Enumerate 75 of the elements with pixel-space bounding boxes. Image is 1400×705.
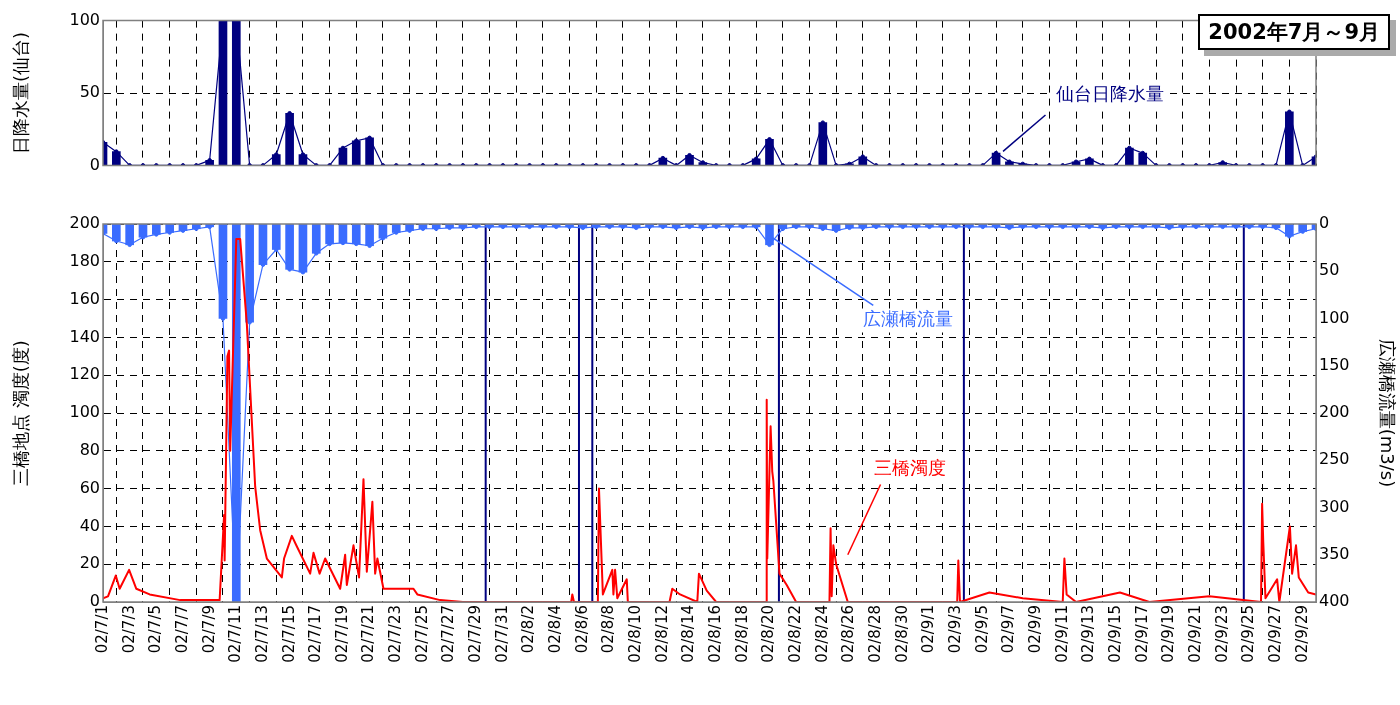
x-tick-label: 02/8/6 <box>572 605 591 654</box>
y2-axis-title: 広瀬橋流量(m3/s) <box>1376 338 1398 488</box>
x-tick-label: 02/7/1 <box>92 605 111 654</box>
y2-tick-label: 400 <box>1319 591 1350 611</box>
x-tick-label: 02/7/5 <box>146 605 165 654</box>
x-tick-label: 02/8/30 <box>892 605 911 663</box>
x-tick-label: 02/7/7 <box>172 605 191 654</box>
x-tick-label: 02/7/9 <box>199 605 218 654</box>
x-tick-label: 02/7/23 <box>386 605 405 663</box>
x-tick-label: 02/8/20 <box>759 605 778 663</box>
y-axis-title: 日降水量(仙台) <box>10 31 32 155</box>
x-tick-label: 02/9/23 <box>1212 605 1231 663</box>
x-tick-label: 02/8/22 <box>786 605 805 663</box>
x-tick-label: 02/8/24 <box>812 605 831 663</box>
y-tick-label: 100 <box>69 9 100 29</box>
x-tick-label: 02/7/3 <box>119 605 138 654</box>
x-tick-label: 02/8/26 <box>839 605 858 663</box>
text: 広瀬橋流量 <box>863 308 954 330</box>
chart-title: 2002年7月～9月 <box>1198 14 1390 50</box>
x-tick-label: 02/9/15 <box>1105 605 1124 663</box>
x-tick-label: 02/9/7 <box>999 605 1018 654</box>
y-tick-label: 120 <box>69 364 100 384</box>
x-tick-label: 02/7/25 <box>412 605 431 663</box>
x-tick-label: 02/7/21 <box>359 605 378 663</box>
y-tick-label: 60 <box>79 477 100 497</box>
x-tick-label: 02/7/15 <box>279 605 298 663</box>
y2-tick-label: 50 <box>1319 260 1340 280</box>
y-tick-label: 160 <box>69 288 100 308</box>
x-tick-label: 02/9/29 <box>1292 605 1311 663</box>
y-tick-label: 0 <box>89 154 100 174</box>
y-axis-title: 三橋地点 濁度(度) <box>10 340 32 486</box>
x-tick-label: 02/9/11 <box>1052 605 1071 663</box>
y-tick-label: 80 <box>79 439 100 459</box>
y-tick-label: 180 <box>69 250 100 270</box>
x-tick-label: 02/8/28 <box>866 605 885 663</box>
x-tick-label: 02/9/19 <box>1159 605 1178 663</box>
x-tick-label: 02/8/4 <box>546 605 565 654</box>
x-tick-label: 02/9/3 <box>945 605 964 654</box>
y2-tick-label: 0 <box>1319 213 1330 233</box>
y2-tick-label: 150 <box>1319 354 1350 374</box>
x-tick-label: 02/8/14 <box>679 605 698 663</box>
y-tick-label: 40 <box>79 515 100 535</box>
x-tick-label: 02/8/18 <box>732 605 751 663</box>
x-tick-label: 02/8/16 <box>706 605 725 663</box>
y2-tick-label: 350 <box>1319 543 1350 563</box>
y-tick-label: 100 <box>69 402 100 422</box>
y2-tick-label: 250 <box>1319 449 1350 469</box>
x-tick-label: 02/8/8 <box>599 605 618 654</box>
y2-tick-label: 200 <box>1319 402 1350 422</box>
y-tick-label: 140 <box>69 326 100 346</box>
x-tick-label: 02/7/11 <box>226 605 245 663</box>
y2-tick-label: 300 <box>1319 496 1350 516</box>
x-tick-label: 02/9/27 <box>1265 605 1284 663</box>
x-tick-label: 02/9/21 <box>1185 605 1204 663</box>
x-tick-label: 02/9/5 <box>972 605 991 654</box>
x-tick-label: 02/9/1 <box>919 605 938 654</box>
text: 三橋濁度 <box>873 456 946 478</box>
y-tick-label: 200 <box>69 213 100 233</box>
x-tick-label: 02/9/17 <box>1132 605 1151 663</box>
text: 仙台日降水量 <box>1055 82 1164 104</box>
y-tick-label: 20 <box>79 553 100 573</box>
y2-tick-label: 100 <box>1319 307 1350 327</box>
x-tick-label: 02/7/13 <box>252 605 271 663</box>
x-tick-label: 02/9/13 <box>1079 605 1098 663</box>
x-tick-label: 02/9/9 <box>1025 605 1044 654</box>
x-tick-label: 02/9/25 <box>1239 605 1258 663</box>
y-tick-label: 50 <box>79 82 100 102</box>
x-tick-label: 02/7/29 <box>466 605 485 663</box>
x-tick-label: 02/7/31 <box>492 605 511 663</box>
x-tick-label: 02/7/27 <box>439 605 458 663</box>
x-tick-label: 02/7/19 <box>332 605 351 663</box>
x-tick-label: 02/8/12 <box>652 605 671 663</box>
x-tick-label: 02/7/17 <box>306 605 325 663</box>
x-tick-label: 02/8/2 <box>519 605 538 654</box>
x-tick-label: 02/8/10 <box>626 605 645 663</box>
